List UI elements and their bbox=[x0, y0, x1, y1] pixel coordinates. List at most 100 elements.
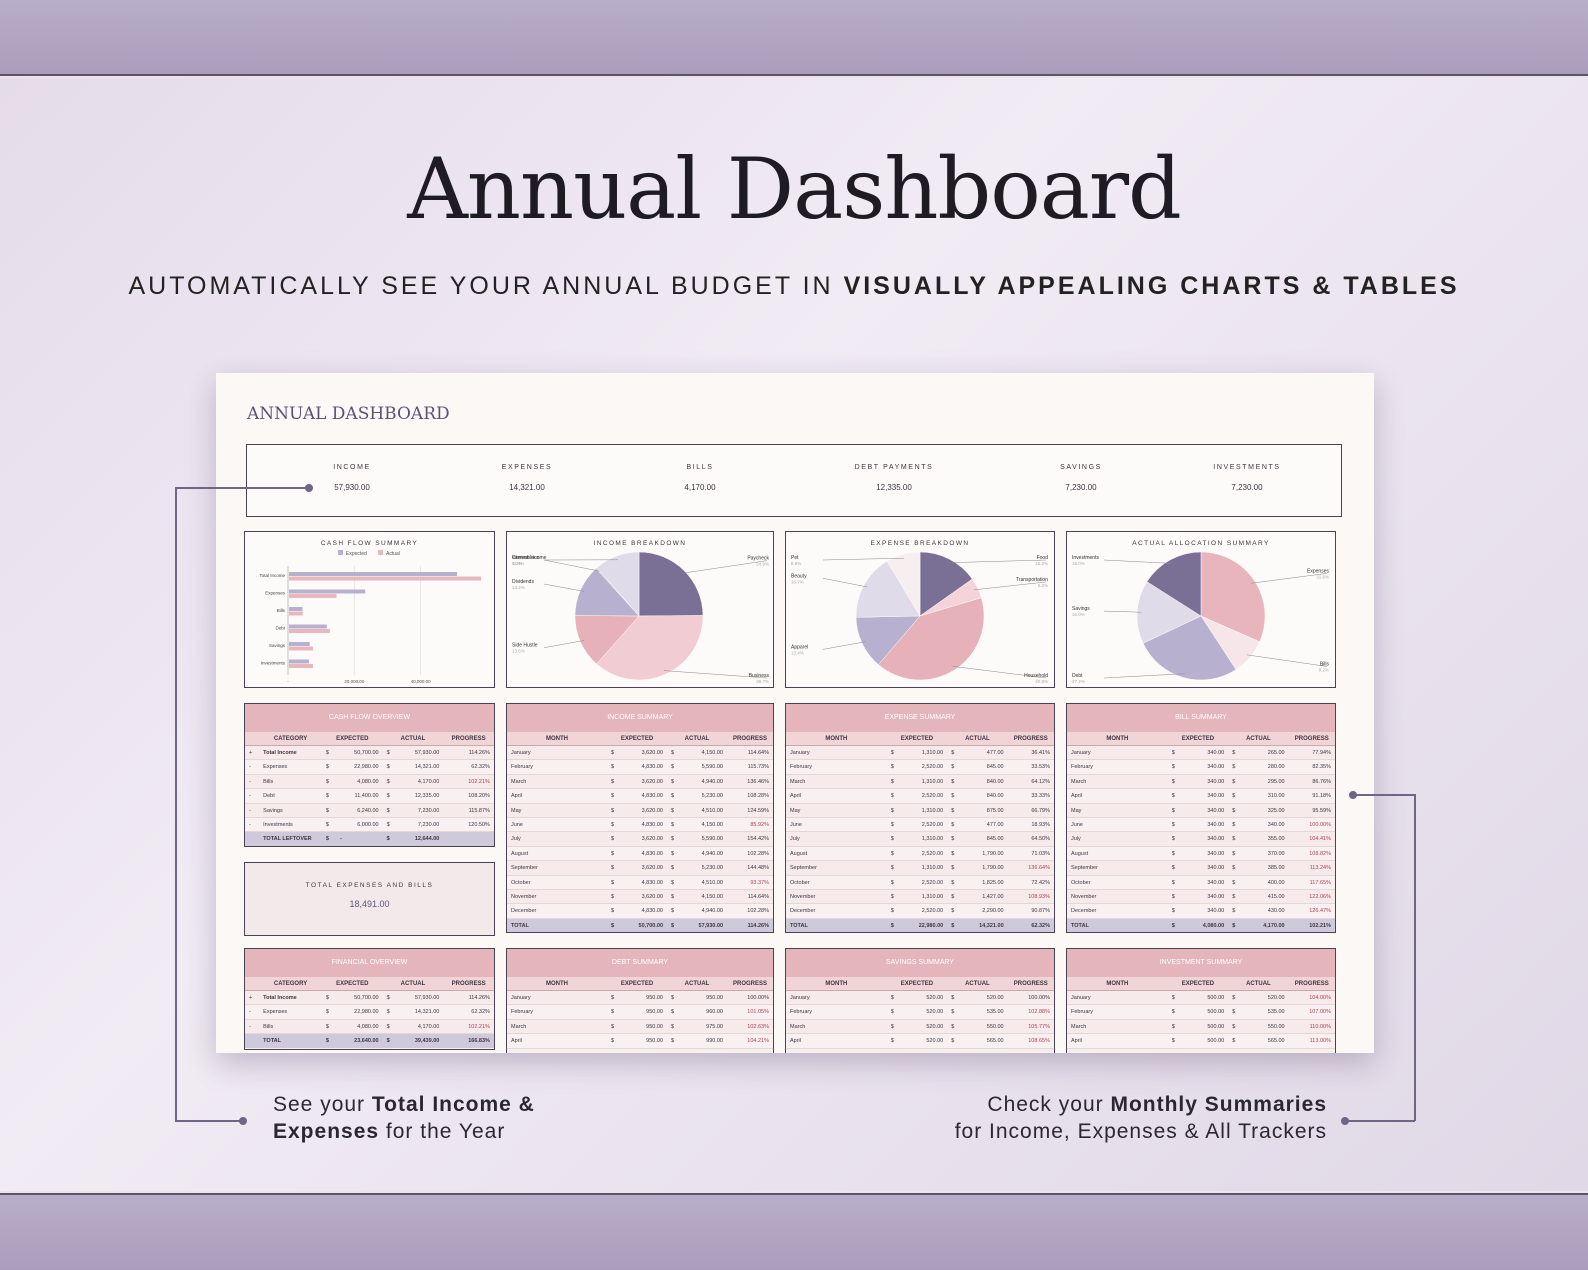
table-cell: $ bbox=[951, 1023, 955, 1030]
table-cell: 340.00 bbox=[1207, 865, 1225, 872]
column-header: EXPECTED bbox=[1181, 981, 1215, 987]
slice-label: Savings bbox=[1072, 606, 1090, 612]
table-row: May $1,310.00 $875.00 66.79% bbox=[786, 803, 1054, 818]
table-title: SAVINGS SUMMARY bbox=[786, 949, 1054, 977]
table-cell: TOTAL bbox=[263, 1038, 281, 1045]
kpi-label: EXPENSES bbox=[501, 464, 553, 471]
table-cell: $ bbox=[671, 1023, 675, 1030]
column-header: MONTH bbox=[546, 736, 568, 742]
total-expenses-bills-box: TOTAL EXPENSES AND BILLS 18,491.00 bbox=[244, 862, 495, 936]
table-cell: October bbox=[1071, 879, 1091, 886]
table-cell: Debt bbox=[263, 793, 275, 800]
table-cell: 85.92% bbox=[750, 821, 769, 828]
table-cell: $ bbox=[325, 793, 329, 800]
table-cell: 4,830.00 bbox=[641, 908, 663, 915]
table-cell: 340.00 bbox=[1207, 908, 1225, 915]
table-row: October $2,520.00 $1,825.00 72.42% bbox=[786, 875, 1054, 890]
table-title: CASH FLOW OVERVIEW bbox=[245, 704, 494, 732]
kpi-value: 4,170.00 bbox=[684, 483, 716, 492]
table-row: March $500.00 $550.00 110.00% bbox=[1067, 1019, 1335, 1035]
slice-pct: 31.6% bbox=[1316, 574, 1329, 579]
table-cell: $ bbox=[1171, 850, 1175, 857]
table-cell: $ bbox=[1171, 836, 1175, 843]
table-cell: $ bbox=[671, 836, 675, 843]
table-cell: 62.32% bbox=[1031, 922, 1050, 929]
table-cell: 4,830.00 bbox=[641, 879, 663, 886]
table-cell: 950.00 bbox=[646, 1038, 663, 1045]
total-expenses-bills-value: 18,491.00 bbox=[349, 899, 390, 909]
table-cell: $ bbox=[386, 836, 390, 843]
table-cell: 565.00 bbox=[1267, 1038, 1285, 1045]
table-cell: $ bbox=[890, 908, 894, 915]
table-cell: December bbox=[511, 908, 537, 915]
table-cell: 4,150.00 bbox=[701, 821, 723, 828]
table-cell: 4,830.00 bbox=[641, 764, 663, 771]
table-cell: $ bbox=[1232, 865, 1236, 872]
table-cell: 100.00% bbox=[1028, 995, 1050, 1001]
top-band bbox=[0, 0, 1588, 76]
table-cell: 154.42% bbox=[747, 836, 769, 843]
table-cell: November bbox=[511, 893, 537, 900]
pie-slice bbox=[638, 551, 704, 617]
table-cell: $ bbox=[1171, 1038, 1175, 1045]
table-cell: 14,321.00 bbox=[414, 764, 440, 771]
slice-pct: 16.7% bbox=[791, 579, 804, 584]
panel-title: INCOME BREAKDOWN bbox=[593, 540, 687, 547]
table-header-row: MONTH EXPECTED ACTUAL PROGRESS bbox=[507, 977, 773, 991]
column-header: PROGRESS bbox=[732, 736, 767, 742]
bar-expected bbox=[289, 589, 366, 594]
slice-label: Household bbox=[1024, 673, 1048, 679]
kpi-value: 7,230.00 bbox=[1231, 483, 1263, 492]
table-cell bbox=[245, 832, 259, 846]
leader-line bbox=[952, 666, 1047, 679]
table-cell: 126.47% bbox=[1309, 908, 1331, 915]
bar-actual bbox=[289, 576, 482, 581]
table-cell: $ bbox=[890, 995, 894, 1001]
table-cell: 4,510.00 bbox=[701, 807, 723, 814]
x-tick-label: 20,000.00 bbox=[344, 679, 365, 684]
table-cell: $ bbox=[951, 1038, 955, 1045]
table-cell: 14,321.00 bbox=[979, 922, 1004, 929]
kpi-value: 12,335.00 bbox=[876, 483, 912, 492]
column-header: MONTH bbox=[1106, 736, 1129, 742]
table-cell: $ bbox=[386, 821, 390, 828]
table-cell: May bbox=[1071, 807, 1082, 814]
table-cell: $ bbox=[951, 893, 955, 900]
table-cell: 2,520.00 bbox=[921, 764, 944, 771]
kpi-label: BILLS bbox=[686, 464, 714, 471]
table-cell: $ bbox=[890, 764, 894, 771]
column-header bbox=[245, 977, 259, 990]
table-cell: September bbox=[1071, 865, 1098, 872]
table-cell: April bbox=[511, 1038, 523, 1045]
table-cell: 108.93% bbox=[1028, 893, 1050, 900]
table-cell: $ bbox=[951, 995, 955, 1001]
table-row: January $1,310.00 $477.00 36.41% bbox=[786, 746, 1054, 761]
table-cell: 57,930.00 bbox=[698, 922, 723, 929]
table-cell: 108.28% bbox=[747, 793, 769, 800]
table-cell: $ bbox=[611, 865, 615, 872]
table-cell: March bbox=[1071, 1023, 1087, 1030]
table-cell: 340.00 bbox=[1207, 807, 1225, 814]
leader-line bbox=[947, 559, 1047, 563]
table-cell: 2,520.00 bbox=[921, 908, 944, 915]
table-cell: April bbox=[790, 1038, 802, 1045]
bar-actual bbox=[289, 664, 313, 668]
table-cell: 90.87% bbox=[1031, 908, 1050, 915]
table-cell: December bbox=[790, 908, 816, 915]
table-cell: $ bbox=[611, 807, 615, 814]
table-cell: $ bbox=[671, 865, 675, 872]
table-cell: $ bbox=[1232, 764, 1236, 771]
table-cell: $ bbox=[1232, 1023, 1236, 1030]
slice-label: Apparel bbox=[791, 644, 808, 650]
table-cell: 104.21% bbox=[747, 1038, 769, 1045]
table-header-row: MONTH EXPECTED ACTUAL PROGRESS bbox=[1067, 977, 1335, 991]
bill-summary-table: BILL SUMMARY MONTH EXPECTED ACTUAL PROGRESS J… bbox=[1066, 703, 1336, 933]
income-breakdown-panel: INCOME BREAKDOWN Paycheck 24.9% Business 36… bbox=[506, 531, 774, 688]
table-cell: $ bbox=[1232, 778, 1236, 785]
callout-right-pre: Check your bbox=[987, 1093, 1111, 1116]
table-row: December $4,830.00 $4,940.00 102.28% bbox=[507, 904, 773, 919]
slice-pct: 0.3% bbox=[512, 561, 522, 566]
table-row: August $4,830.00 $4,940.00 102.28% bbox=[507, 846, 773, 862]
column-header: ACTUAL bbox=[1246, 736, 1271, 742]
table-cell: 295.00 bbox=[1267, 778, 1285, 785]
